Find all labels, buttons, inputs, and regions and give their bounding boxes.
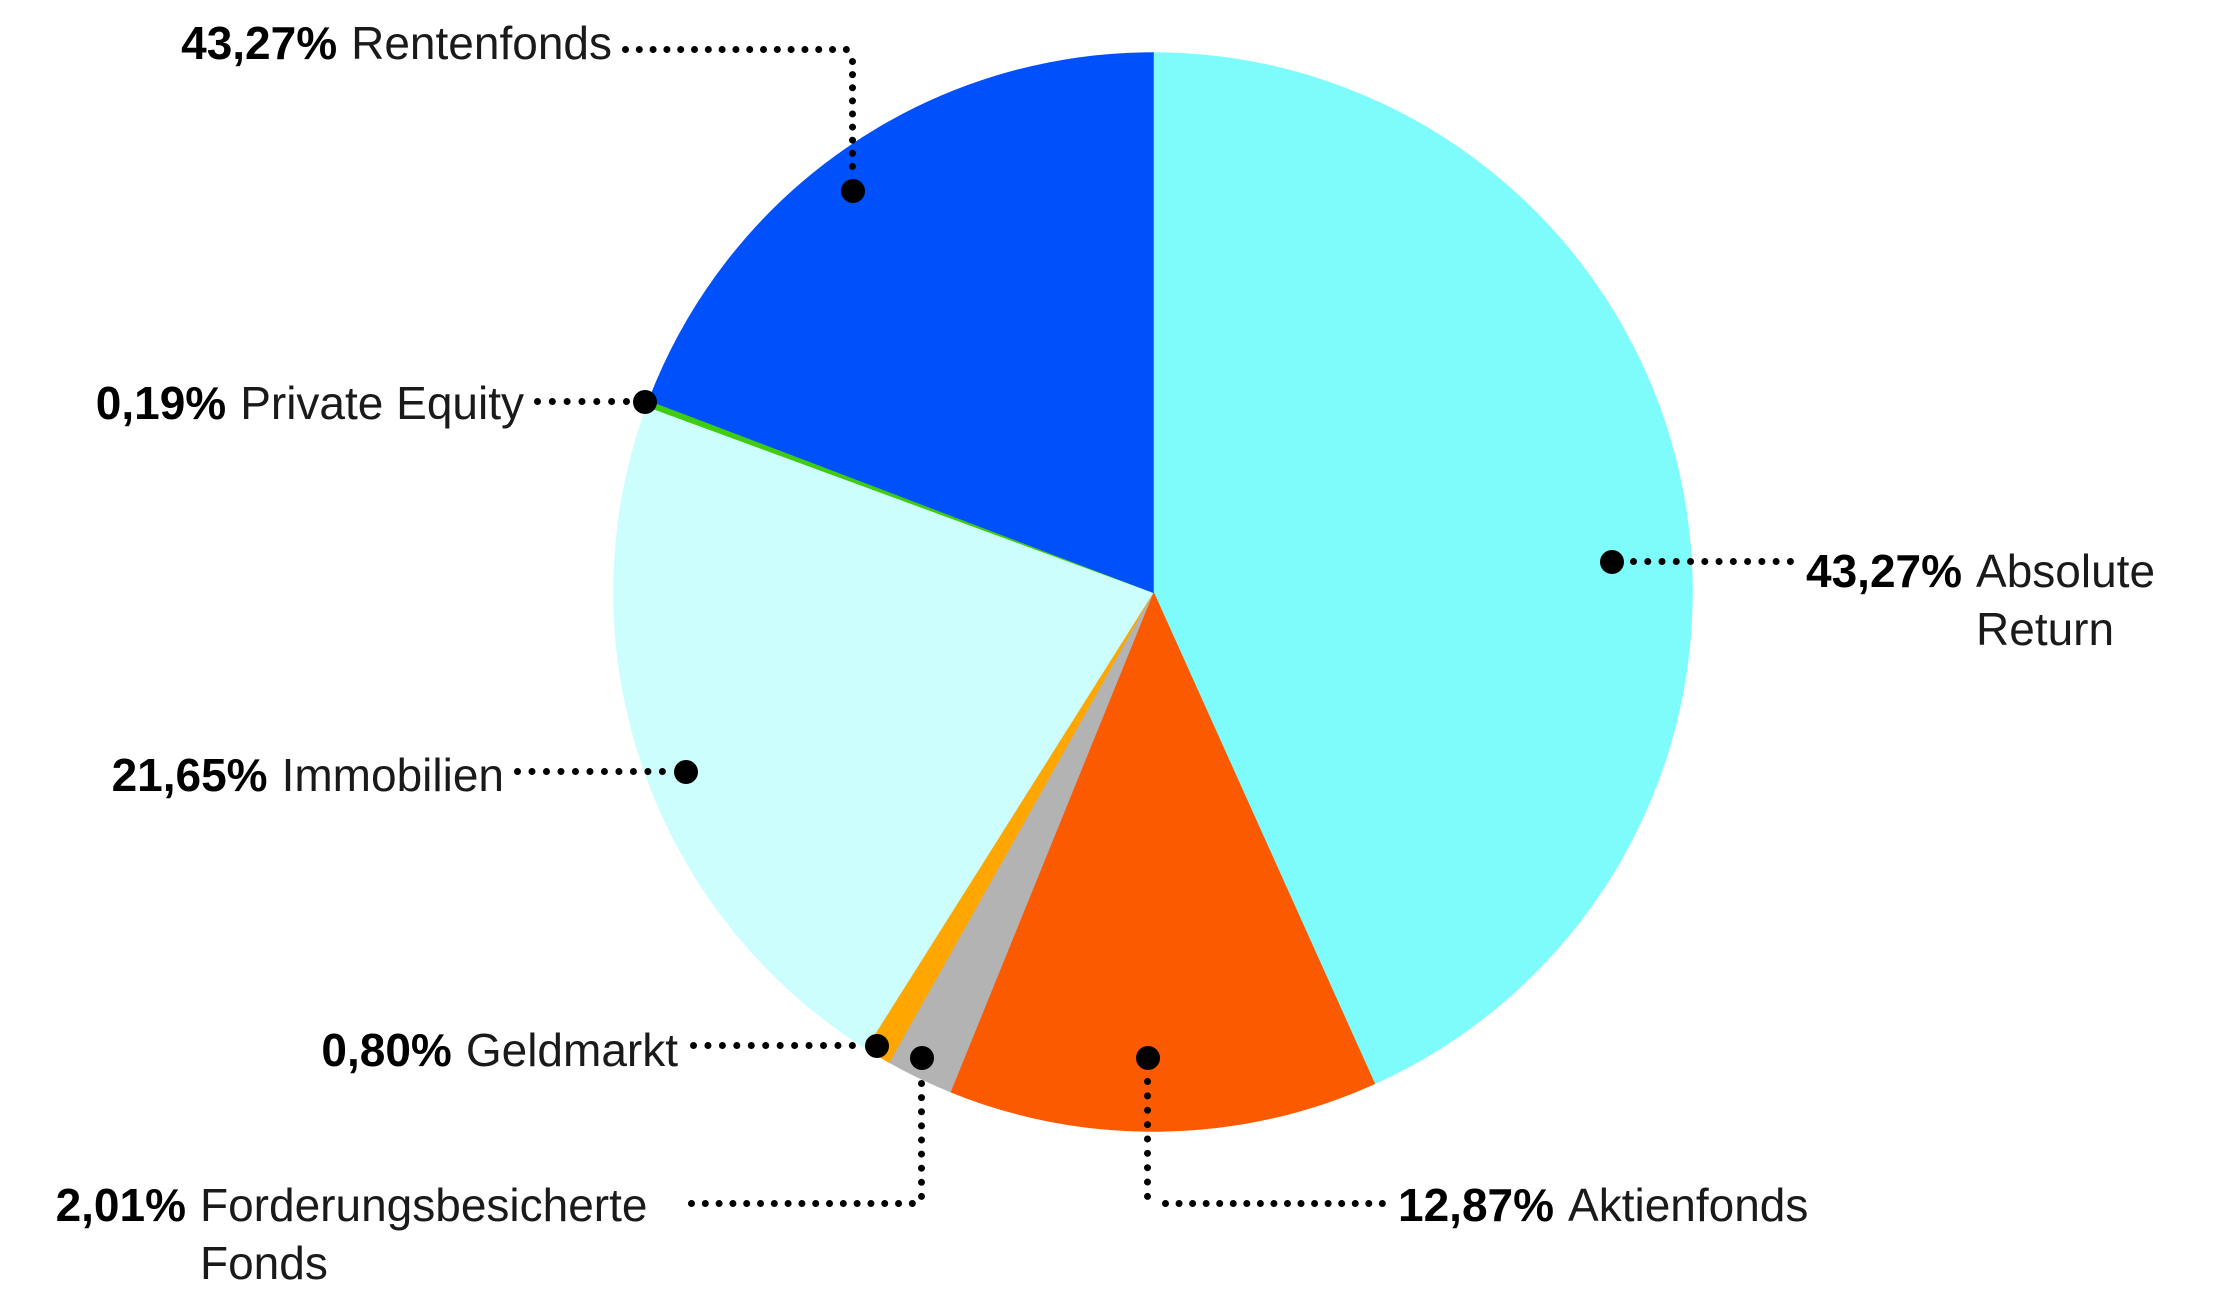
label-geldmarkt: 0,80% Geldmarkt <box>321 1021 678 1079</box>
leader-dot-geldmarkt <box>865 1034 889 1058</box>
leader-line-aktienfonds-h <box>1162 1200 1386 1207</box>
pct-rentenfonds: 43,27% <box>181 17 338 69</box>
name-private-equity: Private Equity <box>240 377 524 429</box>
label-forderungsbesicherte-fonds: 2,01% Forderungsbesicherte Fonds <box>56 1176 680 1292</box>
label-aktienfonds: 12,87% Aktienfonds <box>1398 1176 1808 1234</box>
pct-absolute-return: 43,27% <box>1806 545 1963 597</box>
label-private-equity: 0,19% Private Equity <box>96 374 524 432</box>
leader-dot-private-equity <box>633 390 657 414</box>
name-rentenfonds: Rentenfonds <box>351 17 612 69</box>
leader-dot-aktienfonds <box>1136 1046 1160 1070</box>
name-geldmarkt: Geldmarkt <box>465 1024 678 1076</box>
pct-geldmarkt: 0,80% <box>321 1024 452 1076</box>
leader-line-geldmarkt <box>690 1042 856 1049</box>
leader-line-private-equity <box>534 398 630 405</box>
leader-line-aktienfonds-v <box>1144 1078 1151 1200</box>
name-aktienfonds: Aktienfonds <box>1568 1179 1809 1231</box>
name-forderungsbesicherte-fonds: Forderungsbesicherte Fonds <box>200 1179 648 1289</box>
pie-slice-rentenfonds <box>648 52 1154 594</box>
pie-slice-absolute-return <box>1152 52 1693 1085</box>
pct-forderungsbesicherte-fonds: 2,01% <box>55 1179 186 1231</box>
leader-line-forderungsbesicherte-v <box>918 1080 925 1200</box>
leader-dot-rentenfonds <box>841 179 865 203</box>
leader-line-immobilien <box>514 768 666 775</box>
label-immobilien: 21,65% Immobilien <box>112 746 504 804</box>
pct-immobilien: 21,65% <box>111 749 268 801</box>
name-absolute-return: Absolute Return <box>1976 545 2156 655</box>
leader-line-rentenfonds-v <box>849 58 856 170</box>
leader-line-absolute-return <box>1630 558 1794 565</box>
leader-line-rentenfonds-h <box>622 46 850 53</box>
name-immobilien: Immobilien <box>281 749 504 801</box>
label-absolute-return: 43,27% Absolute Return <box>1806 542 2186 658</box>
pie-slice-immobilien <box>613 405 1155 1050</box>
leader-line-forderungsbesicherte-h <box>688 1200 916 1207</box>
leader-dot-forderungsbesicherte <box>910 1046 934 1070</box>
pct-aktienfonds: 12,87% <box>1398 1179 1555 1231</box>
label-rentenfonds: 43,27% Rentenfonds <box>181 14 612 72</box>
leader-dot-immobilien <box>674 760 698 784</box>
pct-private-equity: 0,19% <box>95 377 227 429</box>
leader-dot-absolute-return <box>1600 550 1624 574</box>
pie-slice-aktienfonds <box>949 590 1376 1132</box>
